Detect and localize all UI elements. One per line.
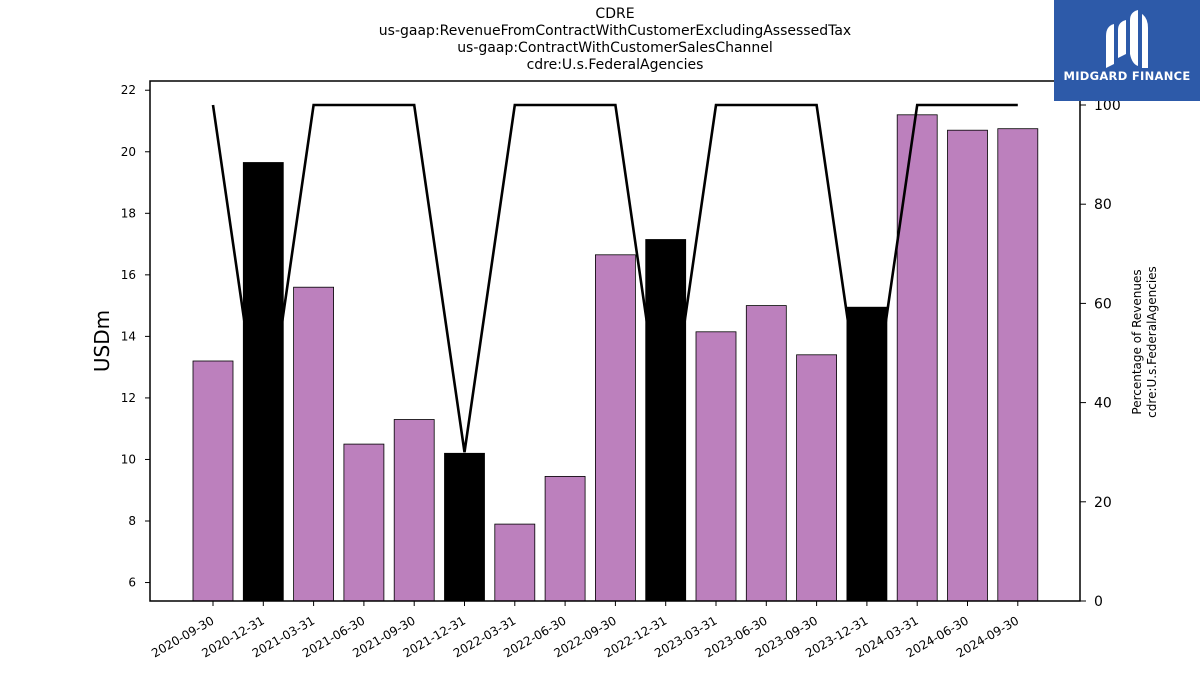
y2tick-label-100: 100: [1094, 98, 1121, 114]
title-line-2: us-gaap:RevenueFromContractWithCustomerE…: [378, 23, 852, 39]
bar-2021-06-30: [343, 443, 385, 602]
bar-2024-06-30: [947, 129, 988, 602]
ytick-label-12: 12: [121, 391, 136, 405]
title-line-1: CDRE: [595, 6, 635, 22]
bar-2023-09-30: [796, 354, 837, 602]
y2-axis-label-line-1: Percentage of Revenues: [1130, 269, 1144, 414]
y2tick-label-0: 0: [1094, 594, 1103, 610]
y-axis-label: USDm: [90, 310, 114, 372]
ytick-label-16: 16: [121, 268, 136, 282]
ytick-label-20: 20: [121, 145, 136, 159]
y2tick-label-80: 80: [1094, 197, 1112, 213]
y2-axis-label-line-2: cdre:U.s.FederalAgencies: [1145, 266, 1159, 418]
ytick-label-8: 8: [128, 514, 136, 528]
bar-2024-03-31: [896, 114, 938, 602]
bar-2021-12-31: [444, 452, 485, 602]
ytick-label-10: 10: [121, 452, 136, 466]
bar-2022-12-31: [645, 239, 687, 602]
bar-2021-03-31: [293, 286, 335, 602]
ytick-label-6: 6: [128, 576, 136, 590]
bar-2021-09-30: [393, 419, 435, 602]
bar-2022-06-30: [544, 475, 586, 602]
bar-2023-06-30: [745, 305, 787, 602]
midgard-finance-logo: MIDGARD FINANCE: [1054, 0, 1200, 101]
bar-2022-03-31: [494, 523, 536, 602]
y2tick-label-20: 20: [1094, 495, 1112, 511]
bar-2020-09-30: [192, 360, 234, 602]
percentage-line: [211, 103, 1018, 453]
y2tick-label-60: 60: [1094, 296, 1112, 312]
bar-2023-03-31: [695, 331, 737, 602]
bar-2024-09-30: [997, 128, 1039, 602]
y2tick-label-40: 40: [1094, 396, 1112, 412]
bar-2022-09-30: [595, 254, 636, 602]
ytick-label-14: 14: [121, 329, 136, 343]
title-line-4: cdre:U.s.FederalAgencies: [526, 57, 704, 73]
bar-2020-12-31: [242, 162, 284, 602]
chart-title: CDRE us-gaap:RevenueFromContractWithCust…: [215, 6, 1015, 74]
ytick-label-18: 18: [121, 206, 136, 220]
logo-text: MIDGARD FINANCE: [1063, 69, 1191, 83]
midgard-logo-icon: [1106, 10, 1148, 68]
title-line-3: us-gaap:ContractWithCustomerSalesChannel: [457, 40, 773, 56]
ytick-label-22: 22: [121, 83, 136, 97]
